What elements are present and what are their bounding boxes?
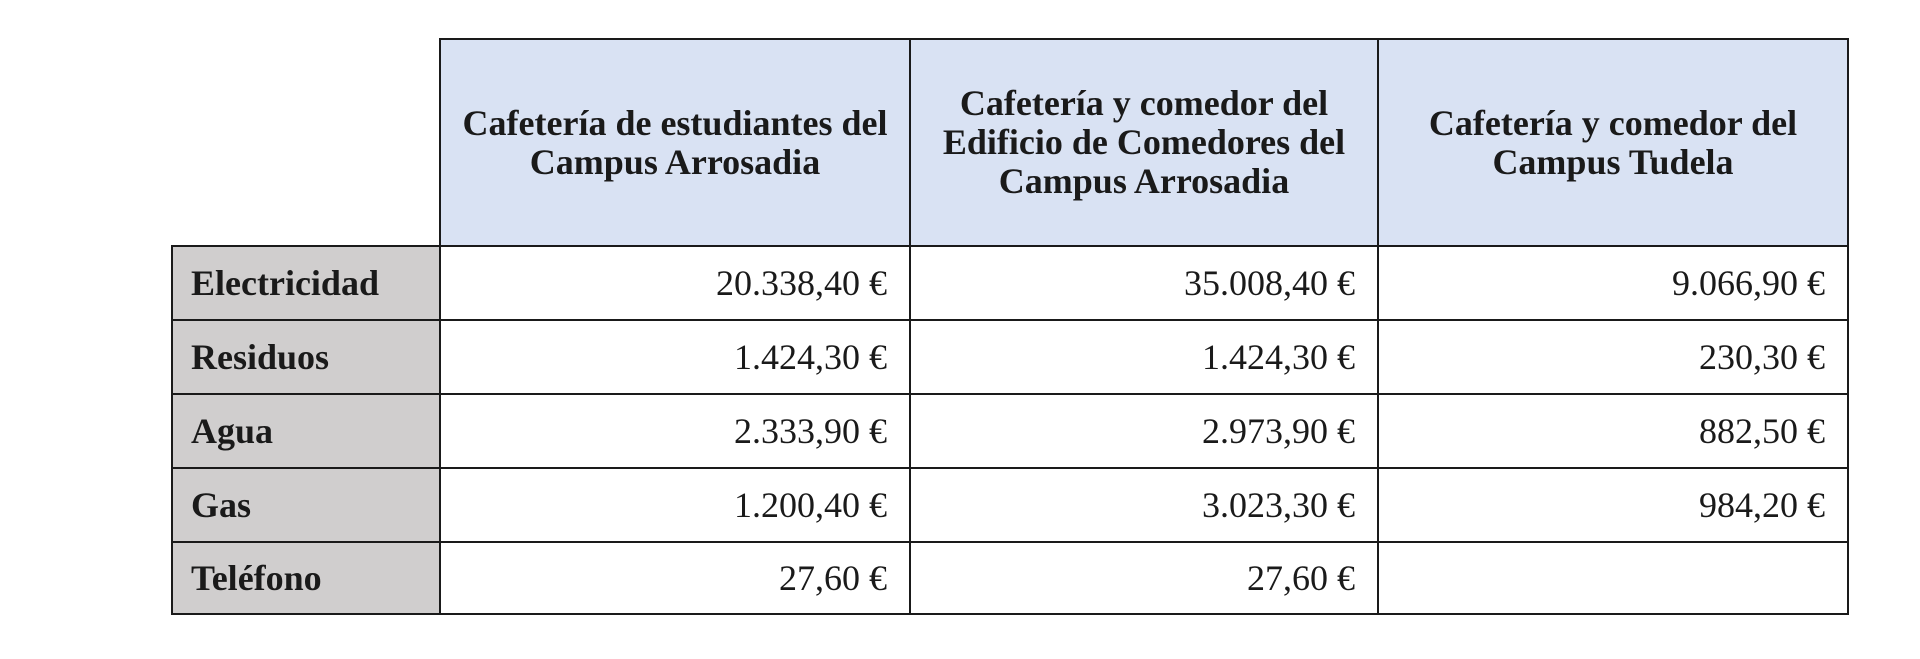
table-cell: 27,60 €: [909, 541, 1379, 615]
table-cell: 984,20 €: [1377, 467, 1849, 543]
column-header-tudela: Cafetería y comedor del Campus Tudela: [1377, 38, 1849, 247]
table-row: Agua 2.333,90 € 2.973,90 € 882,50 €: [171, 393, 1849, 469]
table-cell: 230,30 €: [1377, 319, 1849, 395]
table-cell: 2.333,90 €: [439, 393, 911, 469]
table-cell: 1.424,30 €: [909, 319, 1379, 395]
empty-corner-cell: [172, 39, 440, 246]
table-row: Gas 1.200,40 € 3.023,30 € 984,20 €: [171, 467, 1849, 543]
table-cell: 1.200,40 €: [439, 467, 911, 543]
table-cell: 9.066,90 €: [1377, 245, 1849, 321]
table-row: Teléfono 27,60 € 27,60 €: [171, 541, 1849, 615]
table-cell: 35.008,40 €: [909, 245, 1379, 321]
column-header-arrosadia-students: Cafetería de estudiantes del Campus Arro…: [439, 38, 911, 247]
table-cell: 20.338,40 €: [439, 245, 911, 321]
row-header-electricidad: Electricidad: [171, 245, 441, 321]
row-header-gas: Gas: [171, 467, 441, 543]
table-row: Electricidad 20.338,40 € 35.008,40 € 9.0…: [171, 245, 1849, 321]
column-header-arrosadia-dining-building: Cafetería y comedor del Edificio de Come…: [909, 38, 1379, 247]
table-cell: 27,60 €: [439, 541, 911, 615]
costs-table: Cafetería de estudiantes del Campus Arro…: [171, 38, 1849, 615]
table-cell-empty: [1377, 541, 1849, 615]
table-cell: 3.023,30 €: [909, 467, 1379, 543]
table-header-row: Cafetería de estudiantes del Campus Arro…: [172, 38, 1849, 247]
table-row: Residuos 1.424,30 € 1.424,30 € 230,30 €: [171, 319, 1849, 395]
row-header-telefono: Teléfono: [171, 541, 441, 615]
row-header-agua: Agua: [171, 393, 441, 469]
table-cell: 882,50 €: [1377, 393, 1849, 469]
row-header-residuos: Residuos: [171, 319, 441, 395]
table-cell: 1.424,30 €: [439, 319, 911, 395]
table-cell: 2.973,90 €: [909, 393, 1379, 469]
